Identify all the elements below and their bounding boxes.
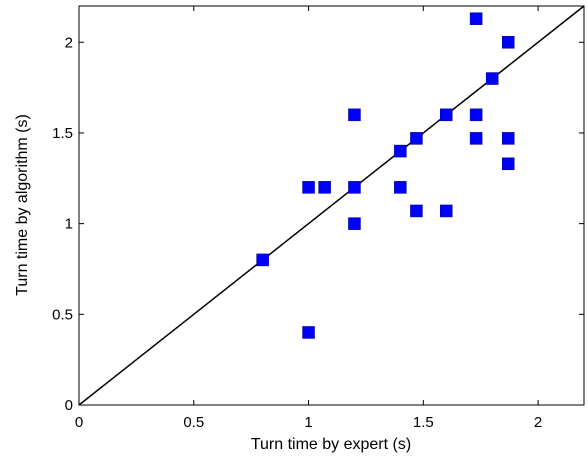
data-point [485,72,499,85]
data-point [394,144,407,158]
y-tick-label: 2 [65,34,73,51]
y-axis-label: Turn time by algorithm (s) [14,114,31,296]
data-point [410,204,423,218]
data-point [469,108,483,122]
data-point [348,217,361,230]
y-tick-label: 0 [65,397,73,414]
data-point [440,204,453,218]
reference-line [78,5,585,406]
x-tick-label: 0.5 [183,414,204,431]
y-tick-label: 1 [65,216,73,233]
data-point [502,132,515,145]
data-points [256,12,515,339]
data-point [302,181,315,194]
data-point [440,108,453,122]
data-point [348,181,361,194]
data-point [502,36,515,49]
axis-ticks: 0 0.5 1 1.5 2 0 0.5 1 1.5 2 [52,6,584,431]
data-point [256,253,269,267]
data-point [318,181,331,194]
x-axis-label: Turn time by expert (s) [251,436,411,453]
data-point [302,326,315,339]
y-tick-label: 0.5 [52,306,73,323]
data-point [348,108,361,122]
x-tick-label: 2 [534,414,542,431]
data-point [394,181,407,194]
data-point [469,132,483,145]
x-tick-label: 1 [304,414,312,431]
data-point [469,12,483,25]
x-tick-label: 1.5 [413,414,434,431]
data-point [502,157,515,171]
y-tick-label: 1.5 [52,125,73,142]
data-point [410,132,423,145]
x-tick-label: 0 [75,414,83,431]
